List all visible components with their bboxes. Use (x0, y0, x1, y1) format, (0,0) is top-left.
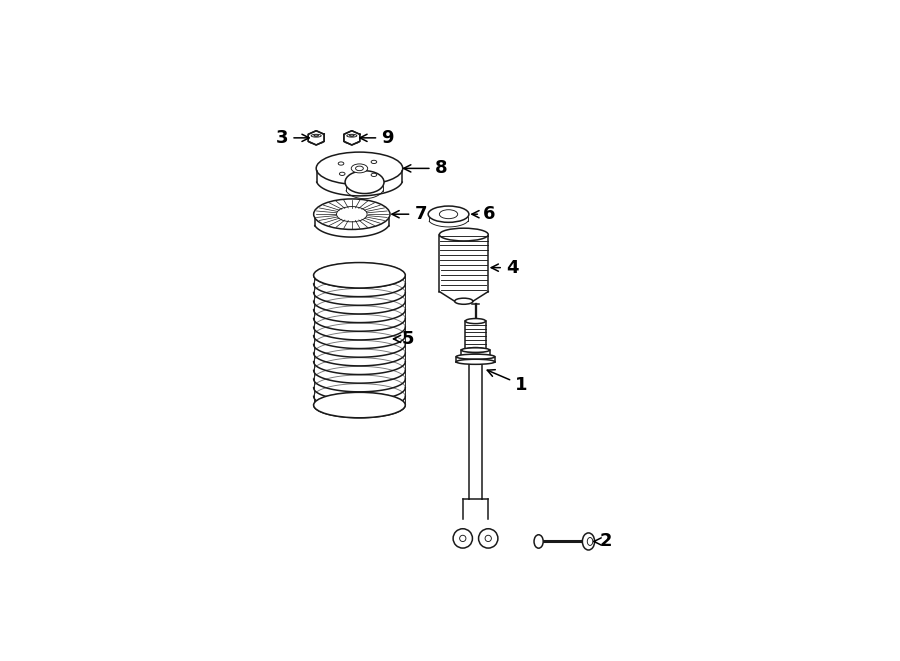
Polygon shape (309, 131, 324, 145)
Ellipse shape (371, 160, 377, 163)
Polygon shape (344, 131, 360, 145)
Ellipse shape (479, 529, 498, 548)
Ellipse shape (428, 206, 469, 222)
Ellipse shape (338, 162, 344, 165)
Ellipse shape (456, 354, 495, 360)
Ellipse shape (316, 152, 402, 184)
Ellipse shape (345, 139, 359, 144)
Text: 5: 5 (393, 330, 414, 348)
Ellipse shape (485, 535, 491, 541)
Ellipse shape (465, 319, 486, 324)
Text: 9: 9 (360, 129, 393, 147)
Ellipse shape (456, 360, 495, 364)
Ellipse shape (460, 535, 466, 541)
Ellipse shape (313, 393, 405, 418)
Text: 1: 1 (487, 369, 527, 394)
Ellipse shape (346, 134, 357, 137)
Text: 4: 4 (491, 258, 518, 277)
Ellipse shape (313, 199, 390, 229)
Ellipse shape (439, 210, 458, 219)
Ellipse shape (356, 166, 364, 171)
Ellipse shape (588, 537, 593, 545)
Ellipse shape (453, 529, 472, 548)
Ellipse shape (351, 164, 368, 173)
Ellipse shape (337, 207, 367, 222)
Text: 7: 7 (392, 205, 427, 223)
Text: 3: 3 (275, 129, 310, 147)
Ellipse shape (309, 139, 323, 144)
Text: 2: 2 (594, 533, 613, 551)
Text: 8: 8 (403, 159, 447, 177)
Ellipse shape (454, 298, 473, 304)
Ellipse shape (371, 173, 377, 176)
Ellipse shape (339, 173, 345, 175)
Ellipse shape (465, 348, 486, 352)
Ellipse shape (534, 535, 544, 548)
Ellipse shape (582, 533, 595, 550)
Ellipse shape (439, 228, 488, 241)
Ellipse shape (311, 134, 321, 137)
Ellipse shape (462, 354, 490, 359)
Ellipse shape (462, 348, 490, 352)
Ellipse shape (314, 135, 319, 136)
Text: 6: 6 (472, 205, 496, 223)
Ellipse shape (313, 262, 405, 288)
Ellipse shape (345, 171, 384, 194)
Ellipse shape (349, 135, 354, 136)
